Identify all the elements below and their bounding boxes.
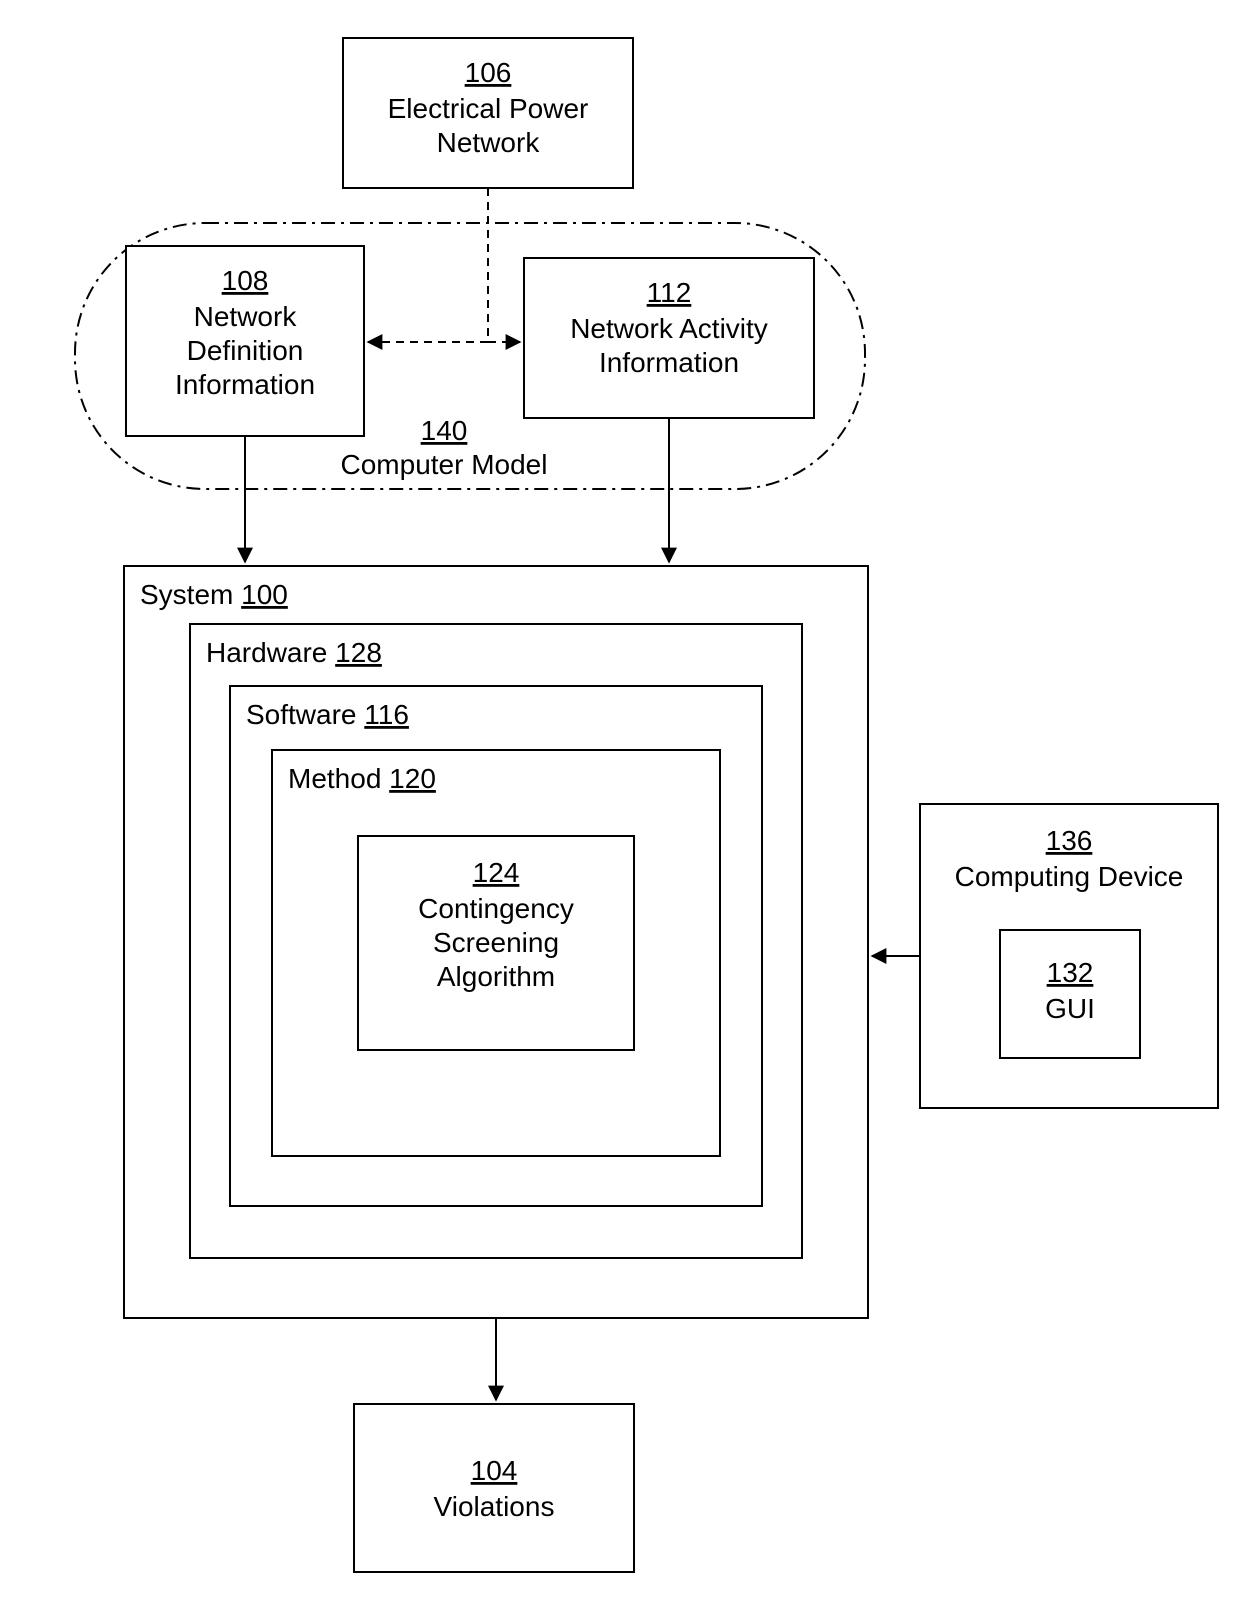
node-124-line2: Screening — [433, 927, 559, 958]
node-140-num: 140 — [421, 415, 468, 446]
node-106-num: 106 — [465, 57, 512, 88]
node-124-line3: Algorithm — [437, 961, 555, 992]
node-112: 112 Network Activity Information — [524, 258, 814, 418]
svg-text:132: 132 — [1047, 957, 1094, 988]
node-112-num: 112 — [647, 277, 692, 308]
node-106: 106 Electrical Power Network — [343, 38, 633, 188]
node-132-num: 132 — [1047, 957, 1094, 988]
node-104-line1: Violations — [434, 1491, 555, 1522]
svg-text:System 100: System 100 — [140, 579, 288, 610]
svg-text:124: 124 — [473, 857, 520, 888]
svg-text:140: 140 — [421, 415, 468, 446]
svg-text:Hardware 128: Hardware 128 — [206, 637, 382, 668]
node-116-prefix: Software — [246, 699, 364, 730]
svg-text:112: 112 — [647, 277, 692, 308]
node-100-num: 100 — [241, 579, 288, 610]
node-124-num: 124 — [473, 857, 520, 888]
svg-text:136: 136 — [1046, 825, 1093, 856]
node-136-num: 136 — [1046, 825, 1093, 856]
node-136-line1: Computing Device — [955, 861, 1184, 892]
node-106-line2: Network — [437, 127, 541, 158]
node-124-line1: Contingency — [418, 893, 574, 924]
node-124: 124 Contingency Screening Algorithm — [358, 836, 634, 1050]
node-128-prefix: Hardware — [206, 637, 335, 668]
node-132: 132 GUI — [1000, 930, 1140, 1058]
node-104: 104 Violations — [354, 1404, 634, 1572]
node-120-num: 120 — [389, 763, 436, 794]
svg-text:106: 106 — [465, 57, 512, 88]
node-108-line1: Network — [194, 301, 298, 332]
node-120-prefix: Method — [288, 763, 389, 794]
node-106-line1: Electrical Power — [388, 93, 589, 124]
node-140-line1: Computer Model — [341, 449, 548, 480]
node-128-num: 128 — [335, 637, 382, 668]
node-112-line1: Network Activity — [570, 313, 768, 344]
svg-text:104: 104 — [471, 1455, 518, 1486]
node-108-line2: Definition — [187, 335, 304, 366]
node-132-line1: GUI — [1045, 993, 1095, 1024]
svg-text:108: 108 — [222, 265, 269, 296]
node-140-label: 140 Computer Model — [341, 415, 548, 480]
node-104-num: 104 — [471, 1455, 518, 1486]
svg-text:Software 116: Software 116 — [246, 699, 409, 730]
svg-text:Method 120: Method 120 — [288, 763, 436, 794]
node-108-line3: Information — [175, 369, 315, 400]
node-112-line2: Information — [599, 347, 739, 378]
node-100-prefix: System — [140, 579, 241, 610]
node-108: 108 Network Definition Information — [126, 246, 364, 436]
node-116-num: 116 — [364, 699, 409, 730]
node-108-num: 108 — [222, 265, 269, 296]
